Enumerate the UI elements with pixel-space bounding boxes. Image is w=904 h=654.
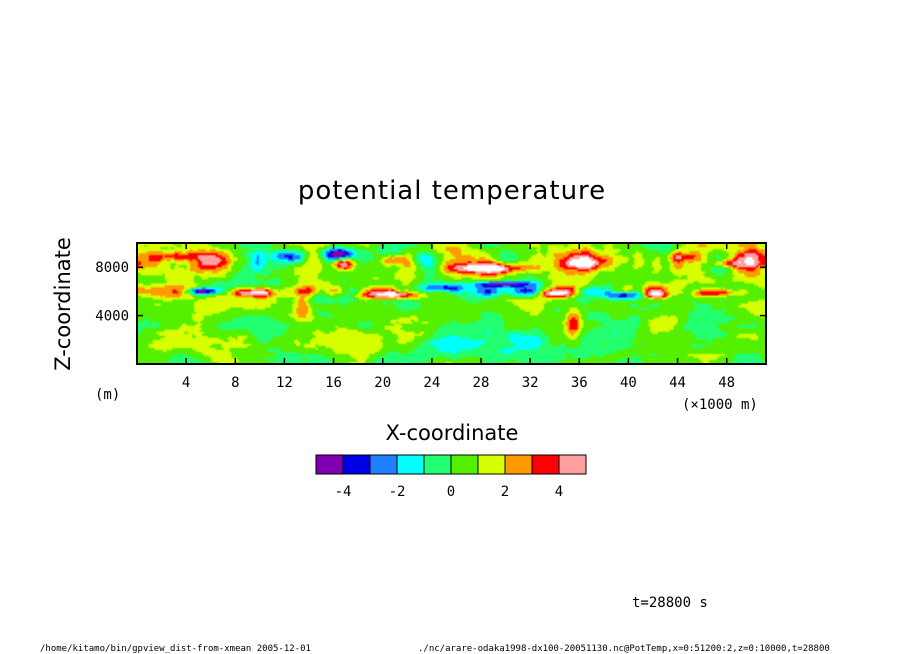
colorbar-swatch (315, 454, 344, 475)
plot-frame (136, 242, 767, 365)
colorbar-swatch (450, 454, 479, 475)
x-axis-title: X-coordinate (386, 421, 519, 445)
colorbar-tick-label: -4 (335, 484, 352, 500)
colorbar-swatch (504, 454, 533, 475)
x-tick-label: 48 (718, 375, 735, 391)
x-tick-label: 16 (325, 375, 342, 391)
x-tick-label: 24 (423, 375, 440, 391)
heatmap-image (137, 243, 766, 364)
colorbar-swatch (423, 454, 452, 475)
colorbar-tick-label: 0 (447, 484, 455, 500)
y-unit-label: (m) (95, 387, 120, 403)
time-label: t=28800 s (632, 595, 708, 611)
heatmap-field (137, 243, 766, 364)
footer-left: /home/kitamo/bin/gpview_dist-from-xmean … (40, 644, 311, 654)
y-tick-label: 8000 (95, 260, 129, 276)
y-axis-title: Z-coordinate (51, 237, 75, 371)
x-unit-label: (×1000 m) (682, 397, 758, 413)
colorbar-swatch (369, 454, 398, 475)
x-tick-label: 28 (473, 375, 490, 391)
x-tick-label: 32 (522, 375, 539, 391)
colorbar-tick-label: 2 (501, 484, 509, 500)
y-axis: 4000 8000 (95, 260, 766, 325)
x-tick-label: 20 (374, 375, 391, 391)
colorbar-swatch (531, 454, 560, 475)
colorbar-tick-label: -2 (389, 484, 406, 500)
chart-title: potential temperature (298, 176, 606, 206)
y-tick-label: 4000 (95, 309, 129, 325)
x-tick-label: 8 (231, 375, 239, 391)
footer-right: ./nc/arare-odaka1998-dx100-20051130.nc@P… (418, 644, 830, 654)
x-tick-label: 12 (276, 375, 293, 391)
x-tick-label: 4 (182, 375, 190, 391)
x-tick-label: 36 (571, 375, 588, 391)
x-tick-label: 40 (620, 375, 637, 391)
colorbar-swatch (396, 454, 425, 475)
x-tick-label: 44 (669, 375, 686, 391)
colorbar: -4 -2 0 2 4 (315, 454, 587, 500)
colorbar-swatch (477, 454, 506, 475)
x-axis: 4 8 12 16 20 24 28 32 36 40 44 48 (182, 243, 735, 391)
colorbar-swatch (558, 454, 587, 475)
colorbar-tick-label: 4 (555, 484, 563, 500)
colorbar-swatch (342, 454, 371, 475)
